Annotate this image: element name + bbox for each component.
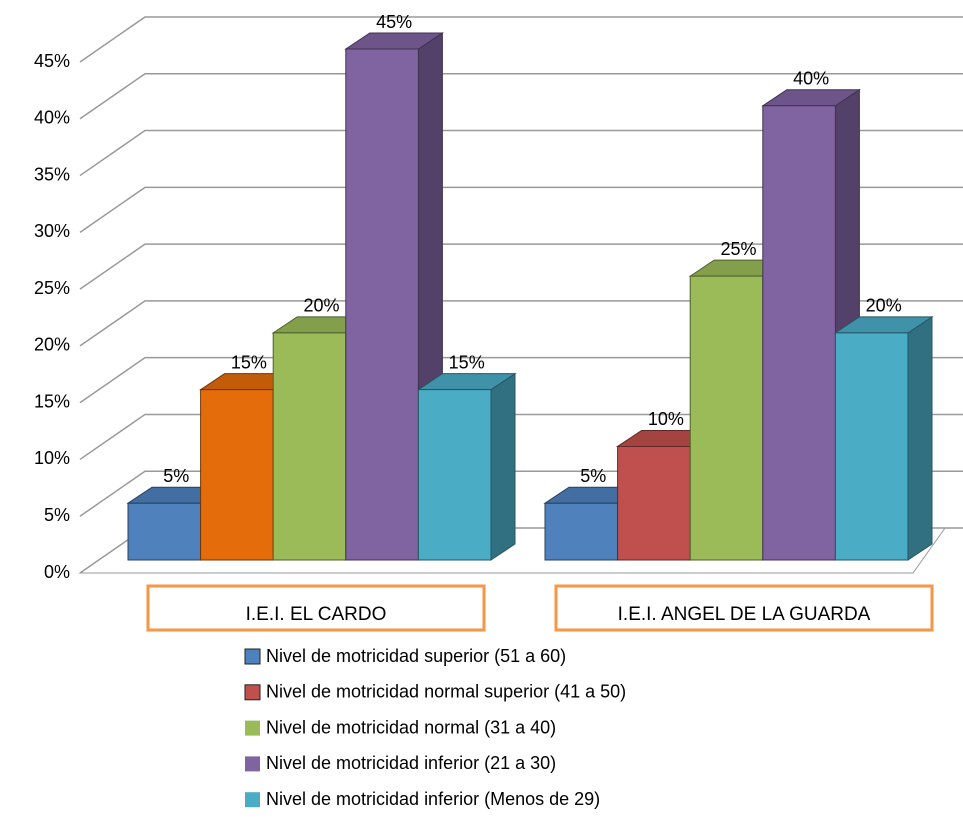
category-box <box>554 584 934 632</box>
x-tick-label: I.E.I. ANGEL DE LA GUARDA <box>618 604 871 625</box>
y-tick-label: 20% <box>34 335 70 355</box>
value-label: 20% <box>303 296 339 316</box>
legend-swatch <box>244 684 261 701</box>
bar-face <box>689 275 764 561</box>
value-label: 20% <box>866 296 902 316</box>
bar <box>416 372 517 561</box>
y-tick-label: 35% <box>34 164 70 184</box>
value-label: 40% <box>793 69 829 89</box>
bar-face <box>272 332 347 561</box>
bar-face <box>127 502 202 561</box>
value-label: 15% <box>449 352 485 372</box>
legend-swatch <box>244 648 261 665</box>
value-label: 45% <box>376 12 412 32</box>
legend-swatch <box>245 792 260 808</box>
bar-face <box>345 48 419 561</box>
y-tick-label: 40% <box>34 108 70 128</box>
bar-face <box>834 332 909 561</box>
bar-face <box>417 389 492 561</box>
bar-face <box>762 105 836 561</box>
category-box <box>146 584 486 632</box>
legend-label: Nivel de motricidad normal (31 a 40) <box>266 717 556 737</box>
legend-label: Nivel de motricidad inferior (Menos de 2… <box>266 789 600 809</box>
bar-face <box>617 445 691 561</box>
value-label: 5% <box>580 466 606 486</box>
value-label: 5% <box>163 466 189 486</box>
y-tick-label: 10% <box>34 448 70 468</box>
grid-line <box>79 186 963 233</box>
y-tick-label: 25% <box>34 278 70 298</box>
bar-face <box>544 502 619 561</box>
value-label: 15% <box>231 352 267 372</box>
y-tick-label: 45% <box>34 51 70 71</box>
value-label: 10% <box>648 409 684 429</box>
grid-line <box>79 73 963 120</box>
y-tick-label: 0% <box>44 562 70 582</box>
grid-line <box>79 243 963 290</box>
y-tick-label: 15% <box>34 391 70 411</box>
legend-swatch <box>245 756 260 772</box>
legend-label: Nivel de motricidad normal superior (41 … <box>266 682 626 702</box>
bar-face <box>490 372 516 561</box>
bar-face <box>200 389 274 561</box>
y-tick-label: 5% <box>44 505 70 525</box>
legend-swatch <box>245 720 260 736</box>
x-tick-label: I.E.I. EL CARDO <box>246 604 387 625</box>
bar-face <box>907 315 933 561</box>
legend-label: Nivel de motricidad inferior (21 a 30) <box>266 753 556 773</box>
legend-label: Nivel de motricidad superior (51 a 60) <box>266 646 566 666</box>
bar <box>833 315 934 561</box>
y-tick-label: 30% <box>34 221 70 241</box>
grid-line <box>79 129 963 177</box>
value-label: 25% <box>720 239 756 259</box>
grid-line <box>79 16 963 63</box>
